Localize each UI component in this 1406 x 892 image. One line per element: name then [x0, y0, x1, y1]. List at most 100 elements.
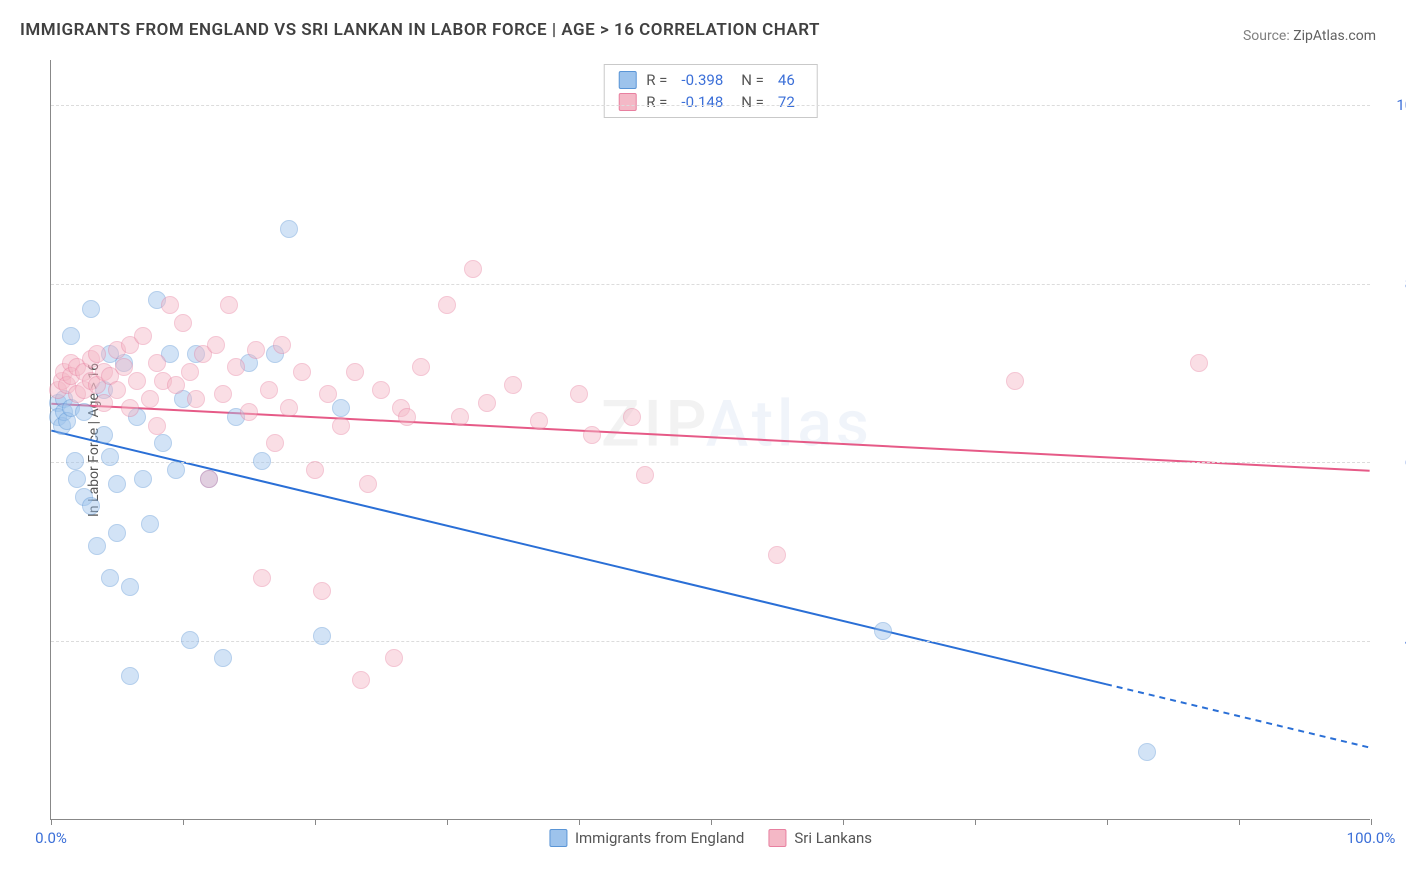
- data-point: [385, 649, 403, 667]
- data-point: [154, 434, 172, 452]
- data-point: [88, 537, 106, 555]
- data-point: [82, 497, 100, 515]
- legend-label: Sri Lankans: [794, 829, 872, 847]
- data-point: [1138, 743, 1156, 761]
- data-point: [95, 426, 113, 444]
- data-point: [438, 296, 456, 314]
- data-point: [66, 452, 84, 470]
- x-tick: [1371, 819, 1372, 825]
- source-attribution: Source: ZipAtlas.com: [1243, 28, 1376, 44]
- data-point: [504, 376, 522, 394]
- x-tick: [975, 819, 976, 825]
- data-point: [68, 470, 86, 488]
- legend-item: Sri Lankans: [768, 829, 872, 847]
- x-tick: [183, 819, 184, 825]
- data-point: [412, 358, 430, 376]
- data-point: [128, 372, 146, 390]
- data-point: [260, 381, 278, 399]
- data-point: [313, 582, 331, 600]
- x-tick-label: 0.0%: [35, 829, 67, 847]
- data-point: [478, 394, 496, 412]
- y-tick-label: 80.0%: [1375, 275, 1406, 293]
- data-point: [95, 394, 113, 412]
- data-point: [214, 385, 232, 403]
- data-point: [134, 470, 152, 488]
- data-point: [451, 408, 469, 426]
- data-point: [207, 336, 225, 354]
- gridline: [51, 462, 1370, 463]
- x-tick: [1107, 819, 1108, 825]
- data-point: [240, 403, 258, 421]
- gridline: [51, 641, 1370, 642]
- data-point: [200, 470, 218, 488]
- data-point: [181, 363, 199, 381]
- trend-line: [1106, 684, 1370, 747]
- plot-area: In Labor Force | Age > 16 ZIPAtlas R = -…: [50, 60, 1370, 820]
- data-point: [227, 358, 245, 376]
- x-tick: [1239, 819, 1240, 825]
- data-point: [181, 631, 199, 649]
- y-tick-label: 100.0%: [1375, 96, 1406, 114]
- data-point: [359, 475, 377, 493]
- data-point: [214, 649, 232, 667]
- x-tick: [711, 819, 712, 825]
- legend-label: Immigrants from England: [575, 829, 744, 847]
- data-point: [167, 376, 185, 394]
- data-point: [372, 381, 390, 399]
- x-tick: [843, 819, 844, 825]
- data-point: [266, 434, 284, 452]
- data-point: [319, 385, 337, 403]
- x-tick: [579, 819, 580, 825]
- data-point: [161, 296, 179, 314]
- data-point: [1190, 354, 1208, 372]
- source-value: ZipAtlas.com: [1293, 28, 1376, 44]
- data-point: [530, 412, 548, 430]
- data-point: [174, 314, 192, 332]
- legend-item: Immigrants from England: [549, 829, 744, 847]
- data-point: [768, 546, 786, 564]
- y-tick-label: 40.0%: [1375, 632, 1406, 650]
- data-point: [280, 399, 298, 417]
- y-tick-label: 60.0%: [1375, 453, 1406, 471]
- data-point: [101, 569, 119, 587]
- data-point: [82, 300, 100, 318]
- trend-lines-svg: [51, 60, 1370, 819]
- data-point: [332, 417, 350, 435]
- x-tick-label: 100.0%: [1347, 829, 1396, 847]
- data-point: [220, 296, 238, 314]
- x-tick: [447, 819, 448, 825]
- data-point: [108, 475, 126, 493]
- data-point: [346, 363, 364, 381]
- data-point: [280, 220, 298, 238]
- x-tick: [315, 819, 316, 825]
- data-point: [253, 569, 271, 587]
- data-point: [313, 627, 331, 645]
- chart-title: IMMIGRANTS FROM ENGLAND VS SRI LANKAN IN…: [20, 20, 820, 40]
- data-point: [167, 461, 185, 479]
- data-point: [306, 461, 324, 479]
- chart-container: IMMIGRANTS FROM ENGLAND VS SRI LANKAN IN…: [0, 0, 1406, 892]
- data-point: [121, 399, 139, 417]
- data-point: [636, 466, 654, 484]
- source-label: Source:: [1243, 28, 1290, 44]
- data-point: [121, 667, 139, 685]
- data-point: [273, 336, 291, 354]
- data-point: [75, 403, 93, 421]
- gridline: [51, 284, 1370, 285]
- data-point: [464, 260, 482, 278]
- data-point: [570, 385, 588, 403]
- data-point: [623, 408, 641, 426]
- data-point: [88, 345, 106, 363]
- data-point: [62, 327, 80, 345]
- data-point: [247, 341, 265, 359]
- data-point: [101, 448, 119, 466]
- data-point: [398, 408, 416, 426]
- series-legend: Immigrants from England Sri Lankans: [549, 829, 872, 847]
- data-point: [108, 381, 126, 399]
- data-point: [253, 452, 271, 470]
- data-point: [874, 622, 892, 640]
- data-point: [352, 671, 370, 689]
- x-tick: [51, 819, 52, 825]
- data-point: [148, 354, 166, 372]
- data-point: [332, 399, 350, 417]
